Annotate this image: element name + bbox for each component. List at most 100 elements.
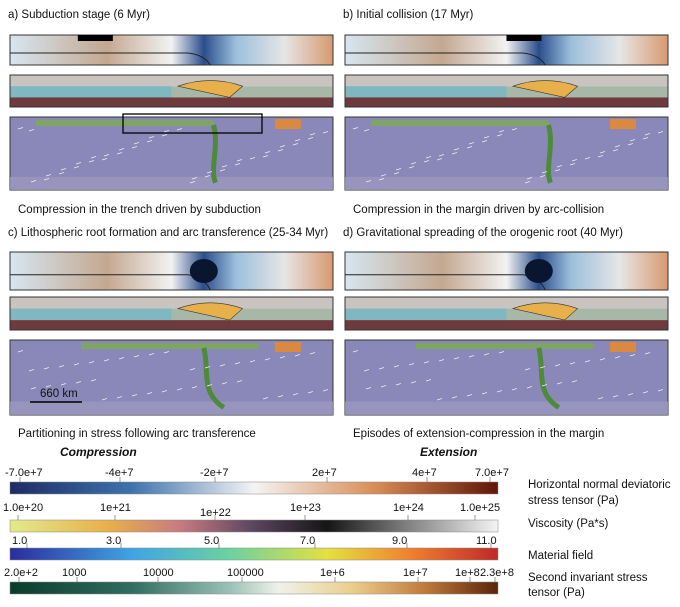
velocity-arrow [279, 356, 286, 359]
velocity-arrow [453, 148, 460, 151]
velocity-arrow [363, 129, 370, 132]
slab [545, 124, 553, 184]
velocity-arrow [571, 380, 578, 383]
mantle-lower [345, 176, 668, 190]
velocity-arrow [571, 159, 578, 162]
velocity-arrow [614, 145, 621, 148]
panel-title: b) Initial collision (17 Myr) [343, 9, 474, 21]
velocity-arrow [408, 166, 415, 169]
velocity-arrow [101, 158, 108, 161]
colorbar-tick-label: 1e+8 [455, 567, 480, 579]
colorbar-tick-label: 2.3e+8 [480, 567, 514, 579]
velocity-arrow [28, 129, 35, 132]
velocity-arrow [498, 351, 505, 354]
velocity-arrow [262, 397, 269, 400]
slab-top [81, 343, 259, 349]
velocity-arrow [90, 379, 97, 382]
velocity-arrow [584, 360, 591, 363]
velocity-arrow [642, 137, 649, 140]
viscosity-slab [511, 302, 579, 321]
colorbar-tick-label: 1e+22 [200, 507, 231, 519]
velocity-arrow [189, 368, 196, 371]
colorbar-tick-label: 10000 [143, 567, 174, 579]
velocity-arrow [612, 149, 619, 152]
velocity-arrow [189, 181, 196, 184]
stress-patch [524, 259, 553, 283]
colorbar-tick-label: 1e+23 [290, 502, 321, 514]
panel-caption: Partitioning in stress following arc tra… [18, 428, 256, 440]
velocity-arrow [526, 386, 533, 389]
velocity-arrow [294, 139, 301, 142]
velocity-arrow [133, 142, 140, 145]
velocity-arrow [30, 387, 37, 390]
velocity-arrow [481, 392, 488, 395]
velocity-arrow [425, 156, 432, 159]
panel-title: c) Lithospheric root formation and arc t… [8, 227, 328, 239]
velocity-arrow [73, 166, 80, 169]
viscosity-bottom [345, 97, 668, 107]
velocity-arrow [88, 361, 95, 364]
velocity-arrow [221, 165, 228, 168]
viscosity-frame [344, 296, 669, 331]
velocity-arrow [28, 369, 35, 372]
velocity-arrow [219, 364, 226, 367]
velocity-arrow [496, 390, 503, 393]
velocity-arrow [146, 140, 153, 143]
velocity-arrow [453, 357, 460, 360]
velocity-arrow [204, 175, 211, 178]
viscosity-bottom [345, 320, 668, 330]
velocity-arrow [45, 174, 52, 177]
velocity-arrow [498, 130, 505, 133]
colorbar-tick-label: 7.0 [300, 535, 315, 547]
velocity-arrow [352, 127, 359, 130]
colorbar-tick-label: 1e+6 [320, 567, 345, 579]
mantle-lower [10, 401, 333, 415]
viscosity-lith-left [10, 308, 172, 321]
velocity-arrow [629, 139, 636, 142]
colorbar-tick-label: -7.0e+7 [5, 467, 43, 479]
velocity-arrow [569, 362, 576, 365]
colorbar [9, 519, 499, 533]
velocity-arrow [410, 162, 417, 165]
continent [609, 342, 636, 352]
viscosity-slab [176, 302, 244, 321]
velocity-arrow [378, 367, 385, 370]
velocity-arrow [131, 146, 138, 149]
velocity-arrow [131, 394, 138, 397]
velocity-arrow [103, 154, 110, 157]
velocity-arrow [322, 131, 329, 134]
stress-field [344, 251, 669, 291]
velocity-arrow [657, 131, 664, 134]
viscosity-lith-left [345, 308, 507, 321]
viscosity-bottom [10, 97, 333, 107]
velocity-arrow [352, 350, 359, 353]
velocity-arrow [103, 359, 110, 362]
velocity-arrow [43, 367, 50, 370]
colorbar-tick-label: 2e+7 [312, 467, 337, 479]
velocity-arrow [206, 171, 213, 174]
velocity-arrow [614, 356, 621, 359]
panel-caption: Compression in the margin driven by arc-… [353, 204, 604, 216]
velocity-arrow [644, 352, 651, 355]
velocity-arrow [436, 158, 443, 161]
velocity-arrow [556, 382, 563, 385]
velocity-arrow [541, 384, 548, 387]
colorbar-title: Viscosity (Pa*s) [528, 518, 608, 530]
velocity-arrow [221, 382, 228, 385]
velocity-arrow [161, 390, 168, 393]
velocity-arrow [468, 142, 475, 145]
scale-label: 660 km [40, 388, 78, 400]
continent [274, 342, 301, 352]
mantle-lower [10, 176, 333, 190]
slab [210, 124, 218, 184]
velocity-arrow [483, 136, 490, 139]
velocity-arrow [292, 143, 299, 146]
velocity-arrow [436, 398, 443, 401]
velocity-arrow [425, 379, 432, 382]
viscosity-frame [344, 74, 669, 108]
velocity-arrow [60, 383, 67, 386]
velocity-arrow [118, 148, 125, 151]
colorbar-tick-label: 9.0 [392, 535, 407, 547]
velocity-arrow [423, 361, 430, 364]
